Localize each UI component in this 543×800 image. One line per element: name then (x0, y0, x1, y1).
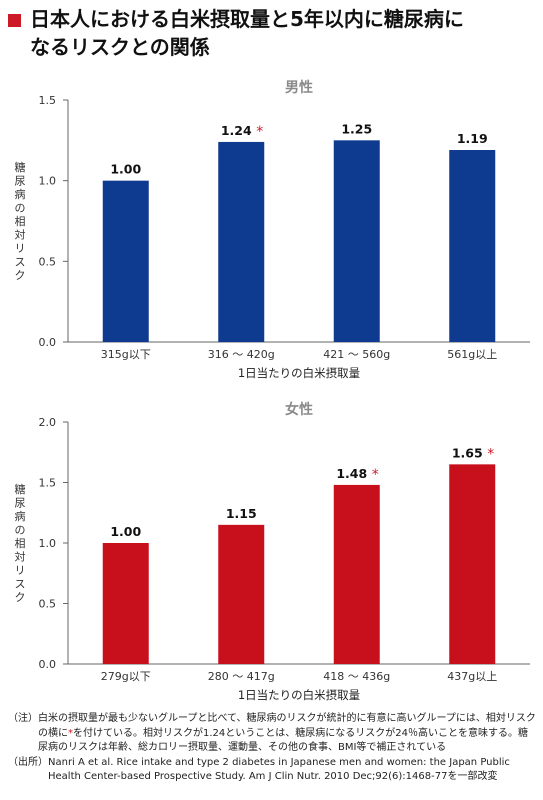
male-significance-star-2: * (256, 124, 263, 140)
male-y-axis-label-char: リ (15, 242, 26, 255)
source-text: Nanri A et al. Rice intake and type 2 di… (48, 756, 510, 783)
female-y-axis-label-char: 尿 (15, 497, 26, 510)
male-y-axis-label-char: 糖 (15, 160, 26, 174)
female-value-label-2: 1.15 (226, 506, 257, 521)
female-bar-4 (449, 464, 496, 664)
male-category-label-3: 421 ～ 560g (323, 348, 390, 361)
male-value-label-4: 1.19 (457, 131, 488, 146)
female-y-axis-label-char: 相 (15, 537, 26, 550)
page-title-line-1: 日本人における白米摂取量と5年以内に糖尿病に (30, 7, 464, 31)
female-category-label-4: 437g以上 (447, 670, 497, 683)
male-category-label-4: 561g以上 (447, 348, 497, 361)
male-y-tick-label: 1.5 (39, 94, 57, 107)
female-significance-star-3: * (372, 467, 379, 483)
female-x-axis-label: 1日当たりの白米摂取量 (238, 688, 360, 702)
male-bar-1 (102, 180, 149, 342)
note-row: （注） 白米の摂取量が最も少ないグループと比べて、糖尿病のリスクが統計的に有意に… (8, 712, 536, 756)
male-panel-title: 男性 (285, 79, 313, 96)
male-y-tick-label: 0.5 (39, 255, 57, 268)
male-value-label-1: 1.00 (110, 162, 141, 177)
male-y-axis-label-char: 病 (15, 187, 26, 201)
female-y-tick-label: 0.5 (39, 598, 57, 611)
male-y-axis-label-char: 相 (15, 215, 26, 228)
female-bar-1 (102, 543, 149, 664)
female-value-label-4: 1.65 (452, 445, 483, 460)
female-bar-3 (333, 484, 380, 664)
female-category-label-2: 280 ～ 417g (208, 670, 275, 683)
female-y-tick-label: 1.5 (39, 477, 57, 490)
note-text-before: 白米の摂取量が最も少ないグループと比べて、糖尿病のリスクが統計的に有意に高いグル… (38, 713, 536, 739)
female-y-axis-label-char: リ (15, 564, 26, 577)
male-y-axis-label-char: ス (15, 256, 26, 269)
male-y-axis-label-char: 尿 (15, 175, 26, 188)
male-x-axis-label: 1日当たりの白米摂取量 (238, 366, 360, 380)
note-text-after: を付けている。相対リスクが1.24ということは、糖尿病になるリスクが24％高いこ… (38, 727, 528, 754)
female-y-tick-label: 2.0 (39, 416, 57, 429)
female-category-label-3: 418 ～ 436g (323, 670, 390, 683)
title-marker-square (8, 14, 21, 27)
female-panel-title: 女性 (285, 401, 313, 418)
male-y-tick-label: 0.0 (39, 336, 57, 349)
female-y-axis-label-char: 病 (15, 509, 26, 523)
female-y-axis-label-char: ス (15, 578, 26, 591)
female-significance-star-4: * (487, 446, 494, 462)
female-y-tick-label: 1.0 (39, 537, 57, 550)
male-category-label-1: 315g以下 (101, 348, 151, 361)
note-star: * (68, 727, 73, 739)
male-value-label-2: 1.24 (221, 123, 252, 138)
female-value-label-1: 1.00 (110, 524, 141, 539)
female-y-axis-label-char: の (15, 524, 26, 537)
female-category-label-1: 279g以下 (101, 670, 151, 683)
source-row: （出所） Nanri A et al. Rice intake and type… (8, 756, 536, 785)
male-value-label-3: 1.25 (341, 121, 372, 136)
female-y-axis-label-char: 糖 (15, 482, 26, 496)
note-tag: （注） (8, 713, 38, 724)
source-tag: （出所） (8, 756, 48, 768)
female-y-axis-label-char: 対 (15, 550, 26, 564)
female-bar-2 (218, 524, 265, 664)
male-bar-3 (333, 140, 380, 342)
male-y-axis-label-char: ク (15, 269, 26, 282)
female-y-axis-label-char: ク (15, 591, 26, 604)
female-y-tick-label: 0.0 (39, 658, 57, 671)
male-y-tick-label: 1.0 (39, 175, 57, 188)
male-bar-2 (218, 141, 265, 342)
female-value-label-3: 1.48 (336, 466, 367, 481)
male-bar-4 (449, 150, 496, 342)
male-y-axis-label-char: 対 (15, 228, 26, 242)
note-text: 白米の摂取量が最も少ないグループと比べて、糖尿病のリスクが統計的に有意に高いグル… (38, 712, 536, 756)
notes-block: （注） 白米の摂取量が最も少ないグループと比べて、糖尿病のリスクが統計的に有意に… (8, 712, 536, 785)
page-title-line-2: なるリスクとの関係 (30, 35, 210, 59)
male-category-label-2: 316 ～ 420g (208, 348, 275, 361)
male-y-axis-label-char: の (15, 202, 26, 215)
